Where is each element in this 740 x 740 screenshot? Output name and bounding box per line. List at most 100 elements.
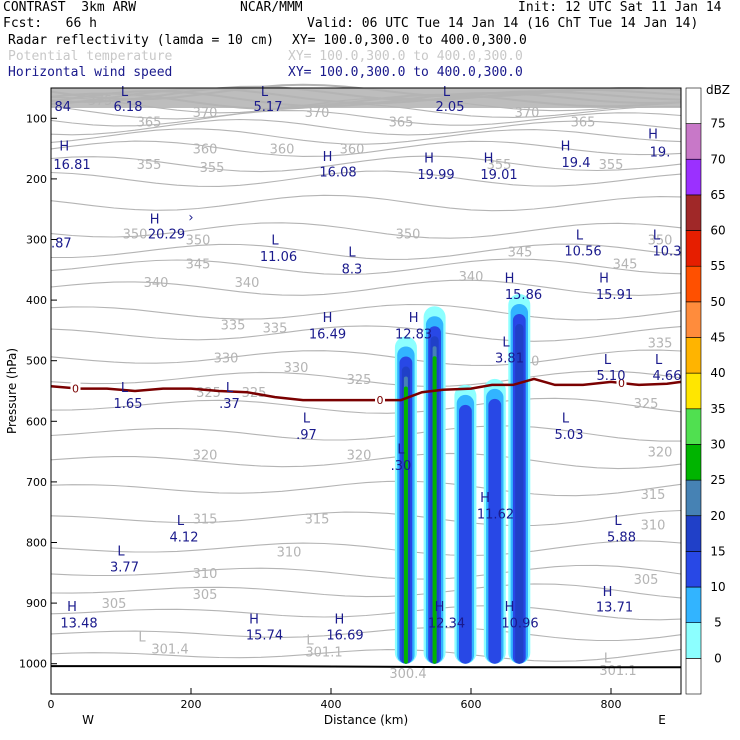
wind-mark: › (188, 210, 193, 225)
colorbar-tick-label: 65 (710, 188, 725, 202)
colorbar-swatch (685, 444, 702, 481)
colorbar-swatch (685, 408, 702, 445)
theta-contour-line (50, 425, 681, 442)
wind-extremum-label: L (121, 85, 129, 100)
colorbar-tick-label: 35 (710, 402, 725, 416)
theta-contour-line (51, 243, 682, 260)
wind-extremum-label: H (603, 585, 613, 600)
y-tick-label: 500 (26, 355, 47, 368)
wind-extremum-label: L (604, 353, 612, 368)
theta-contour-line (50, 92, 682, 110)
wind-extremum-label: L (562, 412, 570, 427)
theta-contour-label: 330 (284, 361, 309, 376)
wind-extremum-label: H (335, 612, 345, 627)
wind-extremum-label: L (443, 85, 451, 100)
freezing-label-bg (616, 377, 627, 389)
theta-contour-line (50, 194, 682, 212)
theta-contour-label: 340 (144, 276, 169, 291)
freezing-label-bg (375, 394, 385, 406)
colorbar-tick-label: 0 (714, 651, 722, 665)
wind-extremum-label: L (502, 335, 510, 350)
wind-extremum-label: H (323, 311, 333, 326)
theta-contour-line (50, 349, 682, 366)
colorbar-swatch (685, 123, 702, 160)
field-reflectivity-name: Radar reflectivity (lamda = 10 cm) (8, 33, 275, 48)
wind-extremum-label: L (303, 412, 311, 427)
colorbar-swatch (685, 622, 702, 659)
wind-extremum-label: 13.48 (60, 616, 97, 631)
theta-contour-label: 345 (613, 258, 638, 273)
colorbar-swatch (685, 551, 702, 588)
x-tick-label: 0 (48, 698, 55, 711)
wind-extremum-label: H (323, 150, 333, 165)
colorbar-tick-label: 30 (710, 437, 725, 451)
theta-contour-line (50, 118, 682, 136)
colorbar-swatch (685, 479, 702, 517)
theta-contour-label: 305 (634, 573, 659, 588)
wind-extremum-label: H (505, 272, 515, 287)
theta-contour-label: 320 (193, 449, 218, 464)
wind-extremum-label: 12.83 (395, 327, 432, 342)
colorbar-swatch (685, 658, 702, 695)
theta-contour-label: 355 (599, 158, 624, 173)
x-tick-label: 200 (181, 698, 202, 711)
surface-line (51, 665, 681, 669)
colorbar-tick-label: 40 (710, 366, 725, 380)
theta-contour-label: 305 (102, 597, 127, 612)
y-axis-label: Pressure (hPa) (5, 348, 19, 434)
y-tick-label: 200 (26, 173, 47, 186)
wind-extremum-label: 1.65 (114, 397, 143, 412)
theta-contour-label: 355 (200, 161, 225, 176)
colorbar-tick-label: 50 (710, 295, 725, 309)
theta-contour-label: 335 (648, 337, 673, 352)
wind-extremum-label: .97 (296, 428, 317, 443)
colorbar-swatch (685, 586, 702, 623)
wind-extremum-label: H (435, 600, 445, 615)
wind-extremum-label: .87 (51, 237, 72, 252)
theta-contour-label: 325 (347, 373, 372, 388)
theta-contour-line (50, 583, 682, 599)
theta-contour-label: 335 (263, 321, 288, 336)
colorbar-unit: dBZ (706, 83, 730, 97)
plot-frame (50, 87, 682, 695)
wind-extremum-label: H (424, 152, 434, 167)
wind-extremum-label: 16.69 (326, 629, 363, 644)
theta-contour-label: 300.4 (389, 667, 426, 682)
wind-extremum-label: 5.17 (254, 100, 283, 115)
field-reflectivity-xy: XY= 100.0,300.0 to 400.0,300.0 (292, 33, 527, 48)
colorbar-swatch (685, 230, 702, 267)
colorbar-swatch (685, 159, 702, 196)
theta-contour-label: 335 (221, 318, 246, 333)
theta-contour-label: 315 (193, 512, 218, 527)
reflectivity-cell (459, 404, 472, 664)
wind-extremum-label: H (150, 212, 160, 227)
wind-extremum-label: H (505, 600, 515, 615)
theta-extremum-mark: L (138, 630, 146, 645)
colorbar-tick-label: 75 (710, 117, 725, 131)
wind-extremum-label: H (648, 127, 658, 142)
wind-extremum-label: H (59, 140, 69, 155)
theta-contour-label: 315 (305, 512, 330, 527)
theta-contour-label: 365 (389, 115, 414, 130)
east-label: E (658, 713, 666, 727)
theta-contour-label: 325 (634, 397, 659, 412)
theta-contour-line (50, 452, 682, 470)
wind-extremum-label: L (614, 514, 622, 529)
colorbar-tick-label: 45 (710, 331, 725, 345)
reflectivity-cell (515, 324, 524, 664)
wind-extremum-label: 4.12 (170, 530, 199, 545)
colorbar-tick-label: 70 (710, 152, 725, 166)
reflectivity-cell (432, 356, 437, 664)
field-theta-xy: XY= 100.0,300.0 to 400.0,300.0 (288, 49, 523, 64)
wind-extremum-label: L (576, 229, 584, 244)
wind-extremum-label: L (177, 514, 185, 529)
colorbar-tick-label: 60 (710, 224, 725, 238)
wind-extremum-label: 19.99 (417, 168, 454, 183)
wind-extremum-label: 5.10 (597, 369, 626, 384)
wind-extremum-label: 13.71 (596, 601, 633, 616)
theta-contour-line (50, 110, 682, 127)
wind-extremum-label: 8.3 (342, 263, 363, 278)
wind-extremum-label: 5.03 (555, 428, 584, 443)
wind-extremum-label: 2.05 (436, 100, 465, 115)
